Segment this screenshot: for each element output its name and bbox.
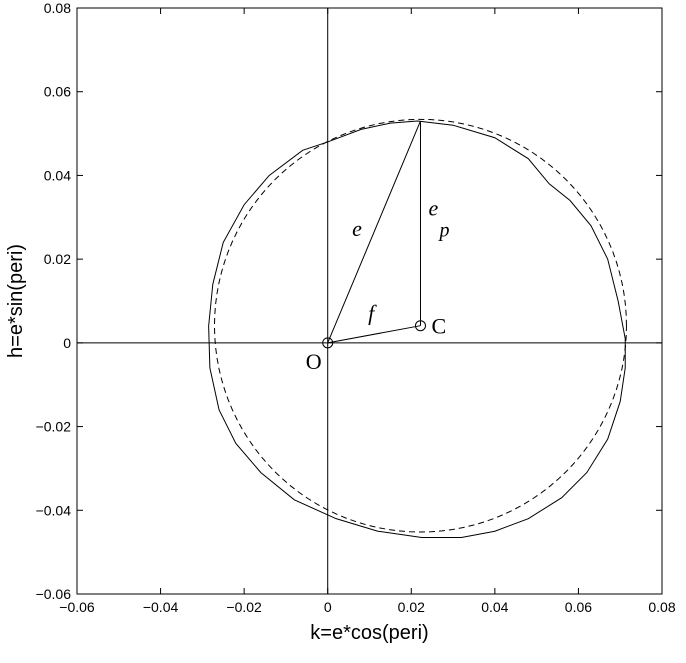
x-axis-label: k=e*cos(peri) xyxy=(310,622,428,644)
center-marker xyxy=(414,320,426,332)
y-tick-label: 0.08 xyxy=(44,0,71,16)
x-tick-label: −0.04 xyxy=(143,599,179,615)
center-label: C xyxy=(431,314,446,339)
y-tick-label: 0.06 xyxy=(44,84,71,100)
y-tick-label: −0.06 xyxy=(36,586,72,602)
e-label: e xyxy=(352,216,362,241)
tick-labels: −0.06 −0.04 −0.02 0 0.02 0.04 0.06 0.08 −0.06 −0.… xyxy=(36,0,676,615)
x-tick-label: −0.02 xyxy=(226,599,262,615)
vector-f-line xyxy=(327,325,421,344)
origin-label: O xyxy=(306,349,322,374)
x-tick-label: 0 xyxy=(324,599,332,615)
y-tick-label: 0.02 xyxy=(44,251,71,267)
x-tick-label: 0.08 xyxy=(648,599,675,615)
ep-label: e xyxy=(428,195,438,220)
x-tick-label: 0.04 xyxy=(481,599,508,615)
y-tick-label: 0.04 xyxy=(44,167,71,183)
ep-subscript: p xyxy=(437,219,449,241)
y-axis-label: h=e*sin(peri) xyxy=(5,244,27,358)
f-label: f xyxy=(368,300,377,325)
vector-e-line xyxy=(327,120,421,344)
y-tick-label: −0.02 xyxy=(36,419,72,435)
x-tick-label: 0.06 xyxy=(565,599,592,615)
x-tick-label: 0.02 xyxy=(398,599,425,615)
origin-marker xyxy=(322,337,334,349)
x-tick-label: −0.06 xyxy=(59,599,95,615)
solid-orbit-series xyxy=(208,120,626,538)
y-tick-label: 0 xyxy=(63,335,71,351)
plot-frame xyxy=(76,7,663,595)
y-tick-label: −0.04 xyxy=(36,502,72,518)
dashed-circle-series xyxy=(213,118,627,533)
plot-background xyxy=(77,8,662,594)
